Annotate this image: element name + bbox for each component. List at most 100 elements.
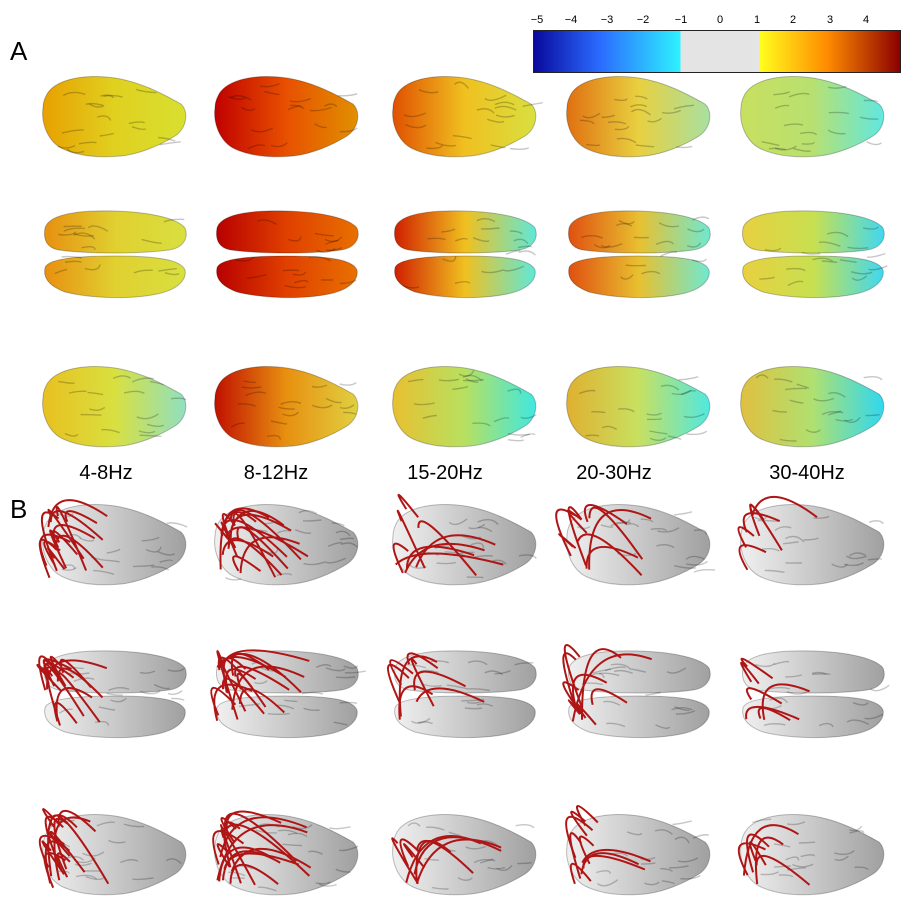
sulci-texture — [581, 663, 696, 729]
brain-map-lateral — [566, 76, 711, 158]
brain-map-lateral — [214, 76, 359, 158]
right-hemisphere — [394, 695, 536, 739]
right-hemisphere — [742, 695, 884, 739]
connection-arc — [232, 555, 262, 572]
connection-arc — [387, 663, 410, 703]
connection-arc — [47, 508, 85, 560]
right-hemisphere — [216, 695, 358, 739]
freq-label: 20-30Hz — [576, 462, 652, 484]
connection-arc — [563, 644, 583, 707]
connectivity-map-medial — [391, 814, 537, 896]
connectivity-map-lateral — [214, 504, 359, 586]
brain-map-dorsal — [742, 210, 888, 299]
connection-arc — [225, 526, 309, 558]
colorbar-tick: 1 — [753, 14, 761, 26]
brain-map-dorsal — [216, 210, 359, 299]
connection-arc — [415, 687, 485, 703]
connection-arc — [391, 837, 419, 885]
connection-arc — [396, 509, 426, 569]
connection-arc — [746, 687, 783, 705]
freq-label: 4-8Hz — [79, 462, 133, 484]
brain-map-lateral — [740, 76, 885, 158]
connection-arc — [64, 510, 98, 524]
cortex-surface — [392, 366, 537, 448]
connectivity-map-dorsal — [387, 650, 537, 739]
sulci-texture — [578, 376, 708, 442]
cortex-surface — [740, 366, 885, 448]
colorbar-tick: −1 — [674, 14, 688, 26]
connection-arc — [212, 830, 245, 865]
sulci-texture — [54, 218, 185, 276]
connection-arc — [230, 847, 312, 872]
connection-arc — [55, 687, 93, 720]
connection-arc — [47, 814, 78, 877]
connection-arc — [405, 545, 475, 570]
connection-arcs — [565, 805, 651, 885]
connection-arc — [395, 552, 504, 566]
connection-arc — [738, 544, 767, 571]
sulci-texture — [761, 85, 882, 152]
freq-label: 8-12Hz — [243, 462, 309, 484]
colorbar-tick: −3 — [600, 14, 614, 26]
sulci-texture — [759, 226, 888, 287]
connection-arc — [740, 657, 774, 680]
connection-arc — [555, 508, 576, 557]
connection-arc — [58, 672, 101, 723]
connection-arc — [229, 863, 279, 885]
connection-arc — [576, 805, 599, 827]
connection-arcs — [38, 808, 110, 889]
cortex-surface — [214, 366, 359, 448]
brain-map-dorsal — [568, 210, 711, 299]
colorbar-tick: 3 — [826, 14, 834, 26]
connectivity-map-dorsal — [562, 644, 711, 739]
connection-arc — [417, 520, 477, 577]
connection-arc — [585, 545, 639, 569]
connection-arc — [410, 657, 435, 707]
brain-map-lateral — [42, 76, 187, 158]
sulci-texture — [57, 88, 181, 154]
cortex-surface — [740, 814, 885, 896]
colorbar-tick: −5 — [530, 14, 544, 26]
panel-label-a: A — [10, 36, 28, 66]
connection-arc — [218, 846, 271, 882]
connection-arc — [742, 824, 799, 876]
sulci-texture — [225, 510, 358, 581]
connection-arc — [588, 506, 644, 560]
connectivity-map-lateral — [392, 493, 537, 586]
sulci-texture — [577, 511, 715, 573]
connection-arc — [221, 513, 239, 558]
brain-map-medial — [42, 366, 187, 448]
cortex-surface — [214, 76, 359, 158]
sulci-texture — [579, 95, 695, 149]
right-hemisphere — [742, 255, 884, 299]
connection-arc — [221, 677, 265, 715]
connection-arc — [47, 499, 108, 528]
brain-map-dorsal — [44, 210, 187, 299]
connection-arcs — [391, 834, 502, 885]
cortex-surface — [566, 814, 711, 896]
connection-arcs — [387, 652, 485, 720]
connection-arc — [748, 841, 767, 866]
connection-arc — [582, 854, 646, 871]
connection-arcs — [737, 495, 818, 571]
connection-arc — [222, 649, 310, 665]
freq-label: 15-20Hz — [407, 462, 483, 484]
left-hemisphere — [394, 210, 537, 254]
right-hemisphere — [216, 255, 358, 299]
colorbar-tick: 2 — [789, 14, 797, 26]
sulci-texture — [403, 218, 536, 289]
connection-arcs — [36, 655, 108, 726]
connection-arc — [224, 668, 257, 694]
connection-arc — [757, 707, 791, 722]
connectivity-map-medial — [565, 805, 711, 896]
connection-arc — [754, 836, 784, 885]
right-hemisphere — [568, 695, 710, 739]
sulci-texture — [57, 512, 188, 575]
connection-arc — [220, 828, 256, 886]
sulci-texture — [58, 375, 187, 438]
connection-arc — [399, 838, 421, 867]
sulci-texture — [235, 219, 357, 289]
connection-arc — [581, 848, 651, 864]
cortex-surface — [42, 814, 187, 896]
sulci-texture — [227, 82, 358, 150]
